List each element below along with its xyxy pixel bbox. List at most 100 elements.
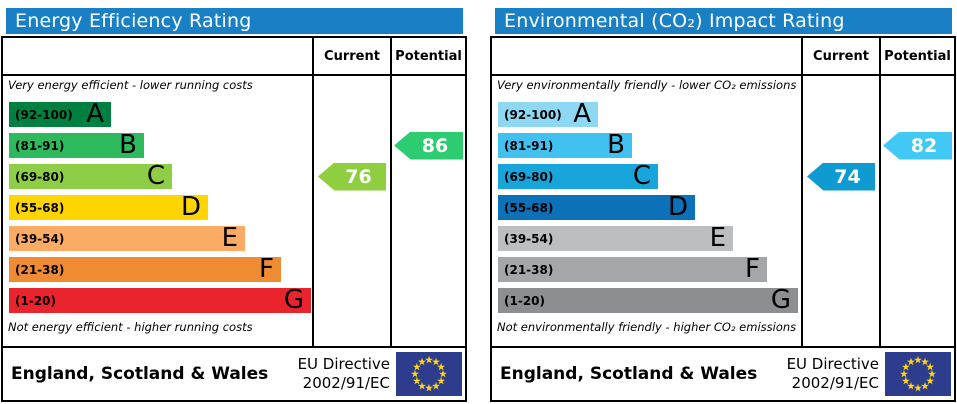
eu-flag-star: [921, 381, 929, 390]
band-row: (81-91) B: [9, 130, 312, 160]
band-E: (39-54) E: [9, 223, 245, 253]
band-letter: F: [259, 254, 274, 284]
column-divider: [390, 38, 392, 346]
eu-flag-star: [412, 362, 421, 371]
band-row: (55-68) D: [9, 192, 312, 222]
eu-directive-line1: EU Directive: [297, 355, 390, 374]
top-note: Very energy efficient - lower running co…: [8, 78, 253, 92]
potential-arrow: 86: [394, 131, 463, 160]
potential-arrow: 82: [883, 131, 952, 160]
band-row: (21-38) F: [498, 256, 801, 282]
band-range: (81-91): [504, 138, 554, 153]
panel-co2-impact: Environmental (CO₂) Impact Rating Curren…: [490, 0, 956, 404]
band-letter: G: [283, 285, 304, 315]
current-arrow: 74: [807, 162, 875, 191]
band-range: (39-54): [15, 231, 65, 246]
band-G: (1-20) G: [9, 285, 311, 315]
band-range: (39-54): [504, 231, 554, 246]
bottom-note: Not environmentally friendly - higher CO…: [497, 320, 797, 334]
band-range: (92-100): [15, 107, 73, 122]
column-header-current: Current: [324, 48, 380, 64]
band-A: (92-100) A: [498, 101, 598, 127]
band-range: (1-20): [504, 293, 545, 308]
band-range: (21-38): [504, 262, 554, 277]
eu-flag-star: [412, 376, 421, 385]
band-letter: D: [180, 192, 201, 222]
panel-energy-efficiency: Energy Efficiency Rating Current Potenti…: [1, 0, 467, 404]
panel-title: Environmental (CO₂) Impact Rating: [504, 10, 845, 32]
eu-flag-star: [907, 357, 915, 366]
band-range: (1-20): [15, 293, 56, 308]
panel-title: Energy Efficiency Rating: [15, 10, 252, 32]
column-divider: [879, 38, 881, 346]
column-header-current: Current: [813, 48, 869, 64]
band-letter: B: [119, 130, 137, 160]
eu-flag-star: [437, 362, 446, 371]
band-C: (69-80) C: [9, 161, 172, 191]
band-letter: D: [667, 192, 688, 222]
header-row-divider: [3, 74, 465, 76]
energy-rating-table: Current Potential Very energy efficient …: [1, 36, 467, 402]
eu-flag-star: [921, 357, 929, 366]
eu-directive-line2: 2002/91/EC: [302, 374, 390, 392]
band-E: (39-54) E: [498, 223, 733, 253]
band-row: (69-80) C: [9, 161, 312, 191]
band-B: (81-91) B: [498, 132, 632, 158]
column-divider: [312, 38, 314, 346]
current-arrow: 76: [318, 162, 386, 191]
band-letter: E: [709, 223, 726, 253]
band-row: (92-100) A: [9, 99, 312, 129]
table-footer: England, Scotland & Wales EU Directive 2…: [3, 348, 465, 400]
eu-flag-star: [437, 376, 446, 385]
eu-flag-star: [928, 369, 936, 378]
bands: (92-100) A (81-91) B (69-80) C (55-68) D (39-54)…: [498, 101, 801, 315]
column-header-potential: Potential: [395, 48, 462, 64]
band-letter: A: [86, 99, 104, 129]
energy-panel-title-bar: Energy Efficiency Rating: [6, 8, 463, 34]
table-footer: England, Scotland & Wales EU Directive 2…: [492, 348, 954, 400]
band-row: (92-100) A: [498, 101, 801, 127]
top-note: Very environmentally friendly - lower CO…: [497, 78, 797, 92]
eu-flag-star: [425, 383, 433, 392]
column-divider: [801, 38, 803, 346]
band-row: (39-54) E: [9, 223, 312, 253]
band-D: (55-68) D: [9, 192, 208, 222]
eu-flag-star: [411, 369, 419, 378]
eu-directive: EU Directive 2002/91/EC: [787, 355, 885, 393]
band-range: (21-38): [15, 262, 65, 277]
band-letter: E: [221, 223, 238, 253]
band-F: (21-38) F: [498, 256, 767, 282]
eu-flag-star: [432, 381, 440, 390]
band-B: (81-91) B: [9, 130, 144, 160]
eu-flag-star: [439, 369, 447, 378]
bands: (92-100) A (81-91) B (69-80) C (55-68) D (39-54)…: [9, 99, 312, 315]
band-D: (55-68) D: [498, 192, 695, 222]
eu-directive-line2: 2002/91/EC: [791, 374, 879, 392]
band-row: (69-80) C: [498, 163, 801, 189]
band-letter: G: [770, 285, 791, 315]
eu-flag-star: [907, 381, 915, 390]
footer-row-divider: [3, 346, 465, 348]
eu-flag-star: [425, 355, 433, 364]
band-range: (69-80): [15, 169, 65, 184]
footer-region: England, Scotland & Wales: [11, 364, 269, 384]
band-range: (92-100): [504, 107, 562, 122]
band-letter: C: [146, 161, 165, 191]
eu-flag-star: [900, 369, 908, 378]
footer-row-divider: [492, 346, 954, 348]
eu-flag-icon: [885, 352, 951, 396]
band-row: (55-68) D: [498, 192, 801, 222]
bottom-note: Not energy efficient - higher running co…: [8, 320, 253, 334]
eu-flag-icon: [396, 352, 462, 396]
eu-flag-star: [901, 376, 910, 385]
eu-flag-star: [418, 381, 426, 390]
band-row: (1-20) G: [9, 285, 312, 315]
eu-flag-star: [432, 357, 440, 366]
band-G: (1-20) G: [498, 285, 798, 315]
band-range: (55-68): [504, 200, 554, 215]
eu-flag-star: [418, 357, 426, 366]
footer-region: England, Scotland & Wales: [500, 364, 758, 384]
eu-flag-star: [914, 355, 922, 364]
eu-flag-star: [926, 362, 935, 371]
